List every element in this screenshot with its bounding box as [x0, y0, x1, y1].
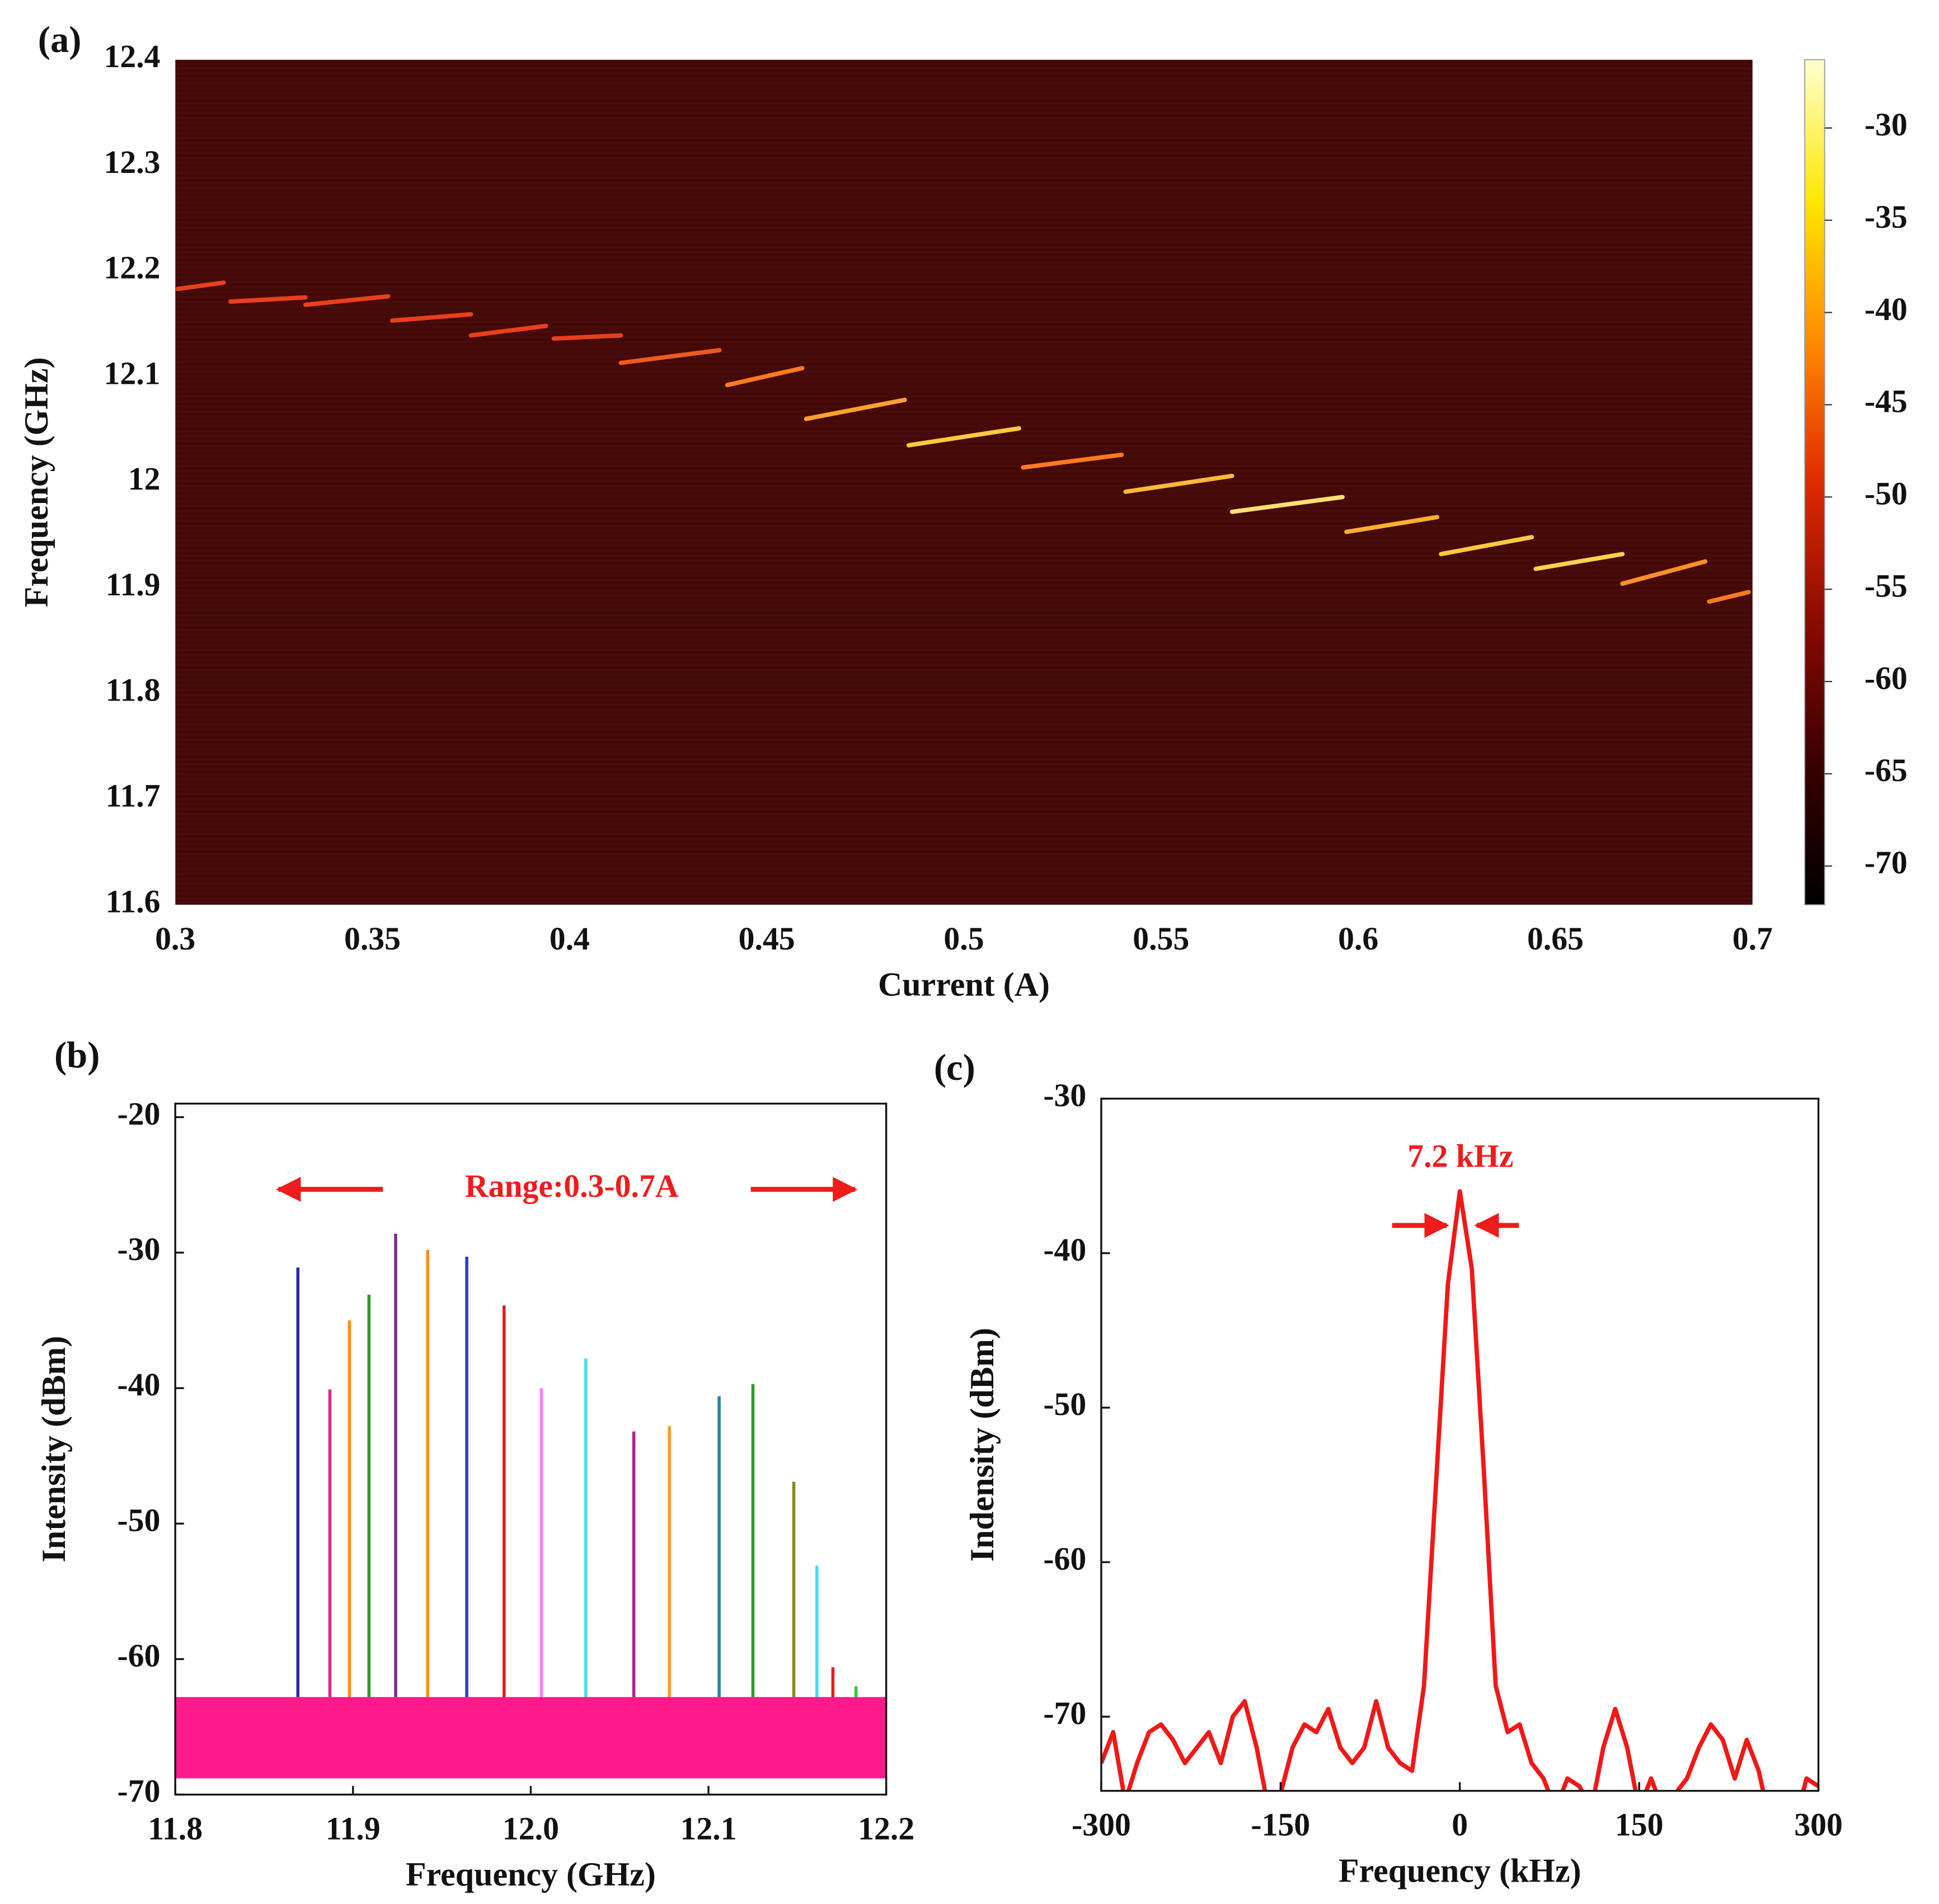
- y-tick-label: 12: [128, 462, 161, 497]
- x-tick-label: 0.5: [943, 922, 984, 957]
- x-tick-label: 0.65: [1527, 922, 1584, 957]
- y-tick-label: -60: [1043, 1541, 1086, 1577]
- mode-trace: [303, 294, 391, 307]
- plot-area: [1101, 1189, 1819, 1791]
- mode-trace: [228, 295, 308, 304]
- panel-label: (a): [38, 20, 82, 60]
- mode-trace: [175, 280, 226, 292]
- colorbar-tick-label: -40: [1865, 292, 1908, 327]
- x-tick-label: 12.1: [680, 1811, 737, 1846]
- x-tick-label: 0.3: [155, 922, 195, 957]
- y-tick-label: 12.1: [104, 356, 160, 391]
- y-axis-label: Frequency (GHz): [18, 357, 55, 607]
- mode-trace: [906, 426, 1022, 448]
- mode-trace: [1439, 535, 1534, 557]
- mode-trace: [1021, 452, 1124, 470]
- colorbar-tick-label: -70: [1865, 845, 1908, 881]
- colorbar-tick-label: -60: [1865, 661, 1908, 696]
- y-tick-label: 12.4: [104, 39, 160, 74]
- y-axis-label: Indensity (dBm): [964, 1328, 1001, 1562]
- colorbar-tick-label: -45: [1865, 384, 1908, 420]
- x-axis-label: Frequency (kHz): [1339, 1852, 1581, 1889]
- x-tick-label: 0.35: [344, 922, 401, 957]
- x-tick-label: 150: [1615, 1808, 1664, 1843]
- x-tick-label: -150: [1251, 1808, 1310, 1843]
- y-tick-label: -30: [118, 1232, 161, 1267]
- plot-frame: [174, 1102, 888, 1796]
- y-tick-label: -40: [1043, 1233, 1086, 1268]
- mode-trace: [468, 323, 548, 338]
- noise-floor: [175, 1697, 886, 1779]
- x-tick-label: 0: [1452, 1808, 1468, 1843]
- x-tick-label: 12.0: [503, 1811, 559, 1846]
- y-tick-label: -60: [118, 1639, 161, 1674]
- y-tick-label: 12.2: [104, 251, 160, 286]
- x-tick-label: 0.45: [739, 922, 795, 957]
- annotation: Range:0.3-0.7A: [465, 1169, 679, 1204]
- x-tick-label: 11.8: [148, 1811, 203, 1846]
- panel-label: (c): [934, 1047, 975, 1088]
- mode-trace: [804, 397, 907, 421]
- mode-trace: [1707, 590, 1751, 604]
- y-tick-label: 11.7: [106, 779, 161, 814]
- plot-area: [175, 1233, 886, 1779]
- mode-trace: [551, 333, 623, 341]
- plot-area: [175, 59, 1753, 905]
- y-axis-label: Intensity (dBm): [35, 1336, 72, 1563]
- x-axis-label: Frequency (GHz): [406, 1856, 656, 1893]
- x-tick-label: 11.9: [326, 1811, 381, 1846]
- x-tick-label: 12.2: [858, 1811, 914, 1846]
- y-tick-label: 12.3: [104, 145, 160, 180]
- y-tick-label: -70: [118, 1774, 161, 1809]
- y-tick-label: -50: [118, 1503, 161, 1538]
- y-tick-label: -40: [118, 1367, 161, 1403]
- mode-trace: [1533, 552, 1625, 571]
- x-tick-label: 300: [1794, 1808, 1843, 1843]
- mode-trace: [1344, 515, 1439, 534]
- panel-label: (b): [54, 1035, 100, 1076]
- x-tick-label: 0.4: [550, 922, 590, 957]
- x-tick-label: 0.55: [1133, 922, 1189, 957]
- annotation: 7.2 kHz: [1407, 1139, 1513, 1174]
- y-tick-label: 11.9: [106, 567, 161, 603]
- colorbar-tick-label: -55: [1865, 568, 1908, 604]
- x-tick-label: 0.6: [1338, 922, 1378, 957]
- x-tick-label: -300: [1072, 1808, 1131, 1843]
- colorbar-tick-label: -65: [1865, 753, 1908, 788]
- colorbar-tick-label: -35: [1865, 200, 1908, 235]
- mode-trace: [1620, 559, 1708, 586]
- mode-trace: [725, 366, 805, 388]
- colorbar-tick-label: -50: [1865, 477, 1908, 512]
- heatmap-stripes: [175, 59, 1753, 905]
- y-tick-label: -30: [1043, 1078, 1086, 1113]
- mode-trace: [1123, 473, 1234, 494]
- y-tick-label: 11.6: [106, 884, 161, 919]
- mode-trace: [389, 312, 473, 323]
- colorbar-tick-label: -30: [1865, 107, 1908, 143]
- y-tick-label: -50: [1043, 1387, 1086, 1422]
- y-tick-label: -20: [118, 1097, 161, 1132]
- colorbar: [1804, 59, 1825, 905]
- x-tick-label: 0.7: [1733, 922, 1773, 957]
- y-tick-label: 11.8: [106, 673, 161, 708]
- y-tick-label: -70: [1043, 1696, 1086, 1731]
- spectrum-line: [1101, 1189, 1819, 1791]
- mode-trace: [1229, 495, 1345, 514]
- mode-trace: [618, 348, 722, 365]
- x-axis-label: Current (A): [878, 966, 1050, 1003]
